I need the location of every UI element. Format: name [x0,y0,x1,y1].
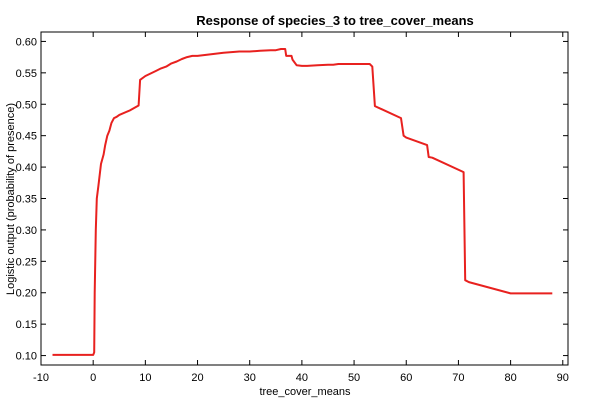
y-tick-label: 0.40 [16,162,37,174]
y-tick-label: 0.15 [16,319,37,331]
x-tick-label: 60 [400,372,412,384]
x-tick-label: 20 [191,372,203,384]
x-tick-label: 40 [296,372,308,384]
response-curve [52,48,553,356]
y-axis-ticks: 0.10 0.15 0.20 0.25 0.30 0.35 0.40 0.45 0.50 0.55… [16,36,568,363]
y-tick-label: 0.45 [16,131,37,143]
x-tick-label: -10 [33,372,49,384]
y-tick-label: 0.25 [16,256,37,268]
x-tick-label: 30 [244,372,256,384]
x-tick-label: 0 [90,372,96,384]
x-axis-ticks: -10 0 10 20 30 40 50 60 70 80 90 [33,32,569,384]
x-tick-label: 10 [139,372,151,384]
y-tick-label: 0.50 [16,99,37,111]
x-tick-label: 90 [557,372,569,384]
y-tick-label: 0.55 [16,68,37,80]
y-axis-label: Logistic output (probability of presence… [5,103,17,295]
x-tick-label: 80 [504,372,516,384]
y-tick-label: 0.30 [16,225,37,237]
y-tick-label: 0.10 [16,351,37,363]
y-tick-label: 0.35 [16,194,37,206]
x-axis-label: tree_cover_means [259,386,351,398]
chart-title: Response of species_3 to tree_cover_mean… [196,13,473,28]
x-tick-label: 70 [452,372,464,384]
x-tick-label: 50 [348,372,360,384]
plot-frame [40,31,569,366]
y-tick-label: 0.60 [16,36,37,48]
y-tick-label: 0.20 [16,288,37,300]
